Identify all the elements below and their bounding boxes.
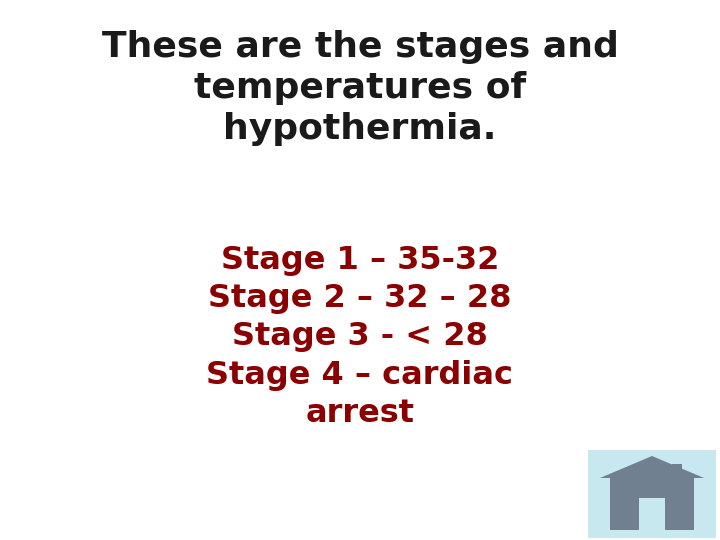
Bar: [639, 498, 665, 530]
Bar: [588, 450, 716, 538]
Text: Stage 1 – 35-32
Stage 2 – 32 – 28
Stage 3 - < 28
Stage 4 – cardiac
arrest: Stage 1 – 35-32 Stage 2 – 32 – 28 Stage …: [207, 245, 513, 429]
Bar: [672, 464, 682, 482]
Bar: [610, 478, 694, 530]
Polygon shape: [600, 456, 704, 478]
Text: These are the stages and
temperatures of
hypothermia.: These are the stages and temperatures of…: [102, 30, 618, 145]
